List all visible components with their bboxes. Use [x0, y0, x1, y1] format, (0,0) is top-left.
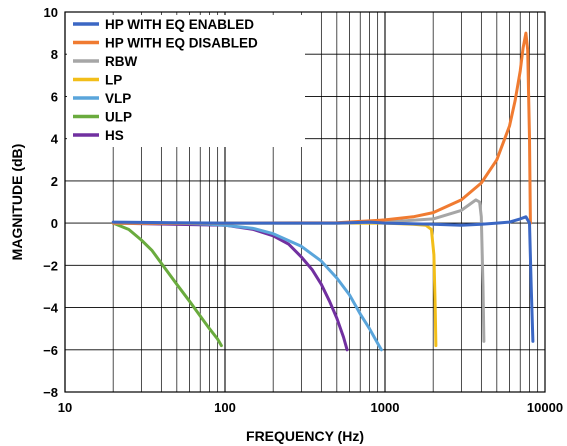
x-tick-label: 100 [214, 400, 236, 415]
y-tick-label: 4 [51, 132, 59, 147]
legend: HP WITH EQ ENABLED HP WITH EQ DISABLED RBW… [67, 15, 305, 147]
legend-background [67, 15, 305, 147]
legend-label: HP WITH EQ ENABLED [105, 17, 254, 32]
x-tick-label: 1000 [371, 400, 400, 415]
series-line [111, 221, 223, 348]
y-tick-label: −8 [43, 385, 58, 400]
series-line [111, 221, 349, 352]
series-line [111, 215, 535, 343]
plot-frame [64, 11, 546, 393]
y-axis-label: MAGNITUDE (dB) [9, 144, 25, 261]
y-tick-label: 6 [51, 89, 58, 104]
legend-label: VLP [105, 91, 131, 106]
y-tick-label: 0 [51, 216, 58, 231]
y-tick-label: 10 [44, 5, 58, 20]
legend-label: HP WITH EQ DISABLED [105, 36, 258, 51]
y-tick-label: −2 [43, 258, 58, 273]
y-tick-label: −4 [43, 301, 59, 316]
y-tick-label: 2 [51, 174, 58, 189]
legend-label: RBW [105, 54, 137, 69]
x-axis-label: FREQUENCY (Hz) [246, 428, 364, 444]
y-tick-label: 8 [51, 47, 58, 62]
series-lines [111, 31, 535, 352]
series-line [111, 198, 486, 343]
x-tick-label: 10000 [527, 400, 563, 415]
y-tick-label: −6 [43, 343, 58, 358]
x-tick-label: 10 [58, 400, 72, 415]
legend-label: HS [105, 128, 124, 143]
legend-label: LP [105, 73, 122, 88]
legend-label: ULP [105, 110, 132, 125]
tick-labels: −8 −6 −4 −2 0 2 4 6 8 10 10 100 1000 10000 [43, 5, 563, 415]
